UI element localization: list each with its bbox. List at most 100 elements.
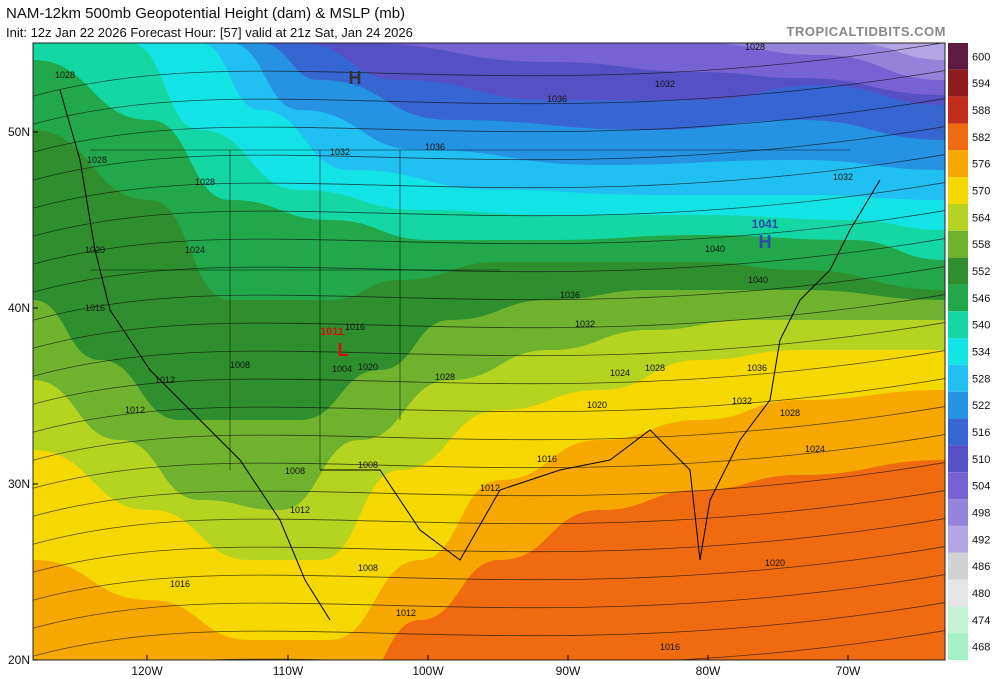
colorbar-swatch <box>948 391 968 419</box>
isobar-label: 1028 <box>435 372 455 382</box>
colorbar-swatch <box>948 69 968 97</box>
isobar-label: 1016 <box>345 322 365 332</box>
isobar <box>33 266 945 321</box>
isobar-label: 1040 <box>748 275 768 285</box>
lon-label: 110W <box>273 664 304 678</box>
colorbar-label: 600 <box>972 51 990 63</box>
isobar <box>33 70 945 125</box>
colorbar-label: 492 <box>972 534 990 546</box>
colorbar-swatch <box>948 123 968 151</box>
colorbar-swatch <box>948 43 968 70</box>
isobar <box>33 518 945 573</box>
colorbar-label: 552 <box>972 266 990 278</box>
lon-label: 90W <box>556 664 581 678</box>
isobar-label: 1020 <box>765 558 785 568</box>
site-name: TROPICALTIDBITS.COM <box>787 24 946 39</box>
isobar <box>33 154 945 209</box>
isobar-label: 1020 <box>85 245 105 255</box>
isobar-label: 1032 <box>655 79 675 89</box>
colorbar-swatch <box>948 311 968 339</box>
isobar <box>33 294 945 349</box>
isobar <box>33 462 945 517</box>
colorbar-label: 480 <box>972 588 990 600</box>
isobar <box>33 490 945 545</box>
isobar-label: 1012 <box>396 608 416 618</box>
colorbar-swatch <box>948 499 968 526</box>
pressure-center: L <box>338 340 349 360</box>
colorbar-label: 588 <box>972 105 990 117</box>
isobar-label: 1024 <box>610 368 630 378</box>
lat-label: 30N <box>8 477 30 491</box>
isobar-label: 1012 <box>155 375 175 385</box>
colorbar-swatch <box>948 364 968 392</box>
colorbar-label: 516 <box>972 427 990 439</box>
pressure-center: H <box>349 68 362 88</box>
colorbar-swatch <box>948 606 968 634</box>
isobar-label: 1024 <box>185 245 205 255</box>
colorbar-swatch <box>948 472 968 500</box>
isobar <box>33 602 945 657</box>
isobar-label: 1008 <box>230 360 250 370</box>
isobar <box>33 406 945 461</box>
isobar <box>33 43 945 97</box>
lat-label: 40N <box>8 301 30 315</box>
isobar-label: 1032 <box>833 172 853 182</box>
isobar-label: 1028 <box>55 70 75 80</box>
colorbar-swatch <box>948 203 968 231</box>
isobar <box>33 210 945 265</box>
subtitle: Init: 12z Jan 22 2026 Forecast Hour: [57… <box>6 25 413 40</box>
isobar <box>33 126 945 181</box>
isobar <box>33 322 945 377</box>
isobar-label: 1028 <box>87 155 107 165</box>
isobar-label: 1032 <box>330 147 350 157</box>
isobar <box>33 378 945 433</box>
isobar <box>198 630 945 660</box>
colorbar-swatch <box>948 633 968 660</box>
border <box>90 149 850 470</box>
coastline <box>59 89 881 621</box>
isobar-label: 1012 <box>125 405 145 415</box>
colorbar-swatch <box>948 445 968 473</box>
isobar <box>33 182 945 237</box>
colorbar-label: 534 <box>972 347 990 359</box>
colorbar-label: 498 <box>972 507 990 519</box>
isobar-label: 1004 <box>332 364 352 374</box>
colorbar-swatch <box>948 552 968 580</box>
isobar-label: 1028 <box>645 363 665 373</box>
pressure-center: H <box>759 232 772 252</box>
isobar-label: 1016 <box>537 454 557 464</box>
pressure-center: 1011 <box>320 326 344 338</box>
colorbar-swatch <box>948 230 968 258</box>
isobar <box>33 350 945 405</box>
colorbar-label: 474 <box>972 615 990 627</box>
isobar-label: 1032 <box>575 319 595 329</box>
lon-label: 70W <box>836 664 861 678</box>
isobar-label: 1008 <box>358 460 378 470</box>
colorbar-label: 510 <box>972 454 990 466</box>
isobar-label: 1040 <box>705 244 725 254</box>
lon-label: 100W <box>412 664 444 678</box>
isobar-label: 1036 <box>560 290 580 300</box>
height-fill <box>33 43 945 80</box>
colorbar-swatch <box>948 257 968 285</box>
colorbar-label: 594 <box>972 78 990 90</box>
isobar <box>33 98 945 153</box>
isobar-label: 1016 <box>660 642 680 652</box>
isobar-label: 1028 <box>745 42 765 52</box>
colorbar-label: 546 <box>972 293 990 305</box>
colorbar-swatch <box>948 177 968 204</box>
colorbar-swatch <box>948 150 968 178</box>
colorbar-label: 576 <box>972 159 990 171</box>
height-fill <box>33 43 945 95</box>
colorbar-label: 558 <box>972 239 990 251</box>
isobar-label: 1012 <box>290 505 310 515</box>
isobar-label: 1028 <box>780 408 800 418</box>
isobar-label: 1020 <box>358 362 378 372</box>
isobar-label: 1032 <box>732 396 752 406</box>
pressure-center: 1041 <box>752 217 779 231</box>
colorbar-label: 582 <box>972 132 990 144</box>
colorbar-label: 468 <box>972 642 990 654</box>
colorbar-label: 528 <box>972 373 990 385</box>
